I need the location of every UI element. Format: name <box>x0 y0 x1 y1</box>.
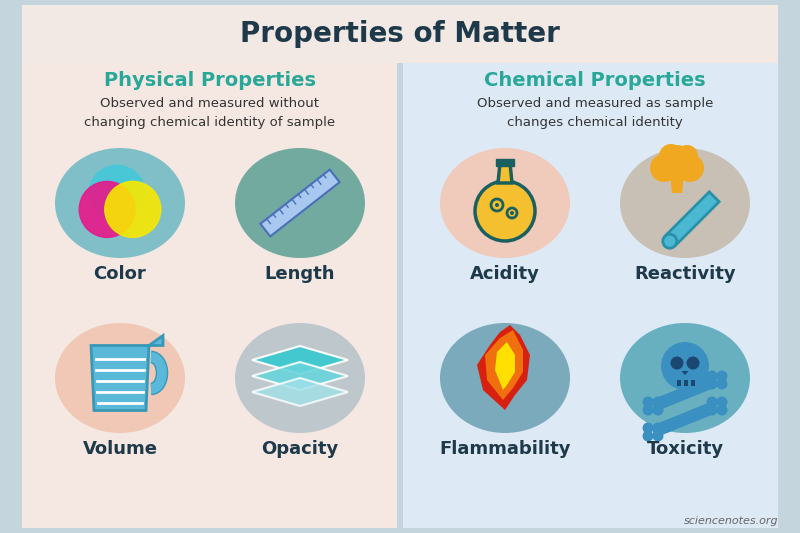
Circle shape <box>676 145 698 167</box>
Circle shape <box>662 234 677 248</box>
Circle shape <box>676 154 704 182</box>
Text: Flammability: Flammability <box>439 440 570 458</box>
Circle shape <box>79 181 135 237</box>
Circle shape <box>706 378 718 390</box>
Polygon shape <box>667 192 719 244</box>
Circle shape <box>495 203 499 207</box>
Circle shape <box>659 145 695 181</box>
Polygon shape <box>677 380 681 386</box>
Circle shape <box>659 144 683 168</box>
Circle shape <box>89 165 145 221</box>
Ellipse shape <box>620 148 750 258</box>
Text: Observed and measured without
changing chemical identity of sample: Observed and measured without changing c… <box>85 97 335 129</box>
Polygon shape <box>252 362 348 390</box>
Circle shape <box>661 342 709 390</box>
Circle shape <box>717 397 727 408</box>
Text: Toxicity: Toxicity <box>646 440 723 458</box>
Circle shape <box>507 208 517 218</box>
Polygon shape <box>496 159 514 166</box>
Text: Reactivity: Reactivity <box>634 265 736 283</box>
Ellipse shape <box>235 323 365 433</box>
Ellipse shape <box>235 148 365 258</box>
Text: Color: Color <box>94 265 146 283</box>
Circle shape <box>642 405 654 416</box>
Text: Properties of Matter: Properties of Matter <box>240 20 560 48</box>
Polygon shape <box>485 330 523 400</box>
Circle shape <box>510 211 514 215</box>
Circle shape <box>717 378 727 390</box>
Ellipse shape <box>55 148 185 258</box>
Circle shape <box>706 405 718 416</box>
Ellipse shape <box>440 148 570 258</box>
Text: Chemical Properties: Chemical Properties <box>484 71 706 91</box>
Text: Opacity: Opacity <box>262 440 338 458</box>
Text: Observed and measured as sample
changes chemical identity: Observed and measured as sample changes … <box>477 97 713 129</box>
Polygon shape <box>149 335 163 345</box>
Text: Length: Length <box>265 265 335 283</box>
Polygon shape <box>671 370 699 386</box>
Circle shape <box>475 181 535 241</box>
Circle shape <box>642 423 654 433</box>
Circle shape <box>491 199 503 211</box>
Polygon shape <box>91 345 149 410</box>
Circle shape <box>642 431 654 441</box>
Polygon shape <box>261 169 339 237</box>
Polygon shape <box>691 380 695 386</box>
Circle shape <box>717 405 727 416</box>
Polygon shape <box>670 173 684 193</box>
Circle shape <box>717 370 727 382</box>
Circle shape <box>650 154 678 182</box>
Circle shape <box>653 423 663 433</box>
Polygon shape <box>252 346 348 374</box>
Text: Physical Properties: Physical Properties <box>104 71 316 91</box>
FancyBboxPatch shape <box>403 5 778 528</box>
Circle shape <box>653 405 663 416</box>
Circle shape <box>706 397 718 408</box>
Text: Volume: Volume <box>82 440 158 458</box>
Circle shape <box>706 370 718 382</box>
Ellipse shape <box>55 323 185 433</box>
Circle shape <box>105 181 161 237</box>
Circle shape <box>642 397 654 408</box>
Polygon shape <box>252 378 348 406</box>
Ellipse shape <box>620 323 750 433</box>
Circle shape <box>686 357 699 369</box>
Polygon shape <box>684 380 688 386</box>
Circle shape <box>653 431 663 441</box>
FancyBboxPatch shape <box>22 5 778 63</box>
Ellipse shape <box>440 323 570 433</box>
Circle shape <box>670 357 683 369</box>
Circle shape <box>653 397 663 408</box>
Text: sciencenotes.org: sciencenotes.org <box>683 516 778 526</box>
FancyBboxPatch shape <box>22 5 397 528</box>
Polygon shape <box>477 325 530 410</box>
Polygon shape <box>495 342 515 390</box>
Polygon shape <box>682 371 689 375</box>
Polygon shape <box>498 163 512 183</box>
Text: Acidity: Acidity <box>470 265 540 283</box>
